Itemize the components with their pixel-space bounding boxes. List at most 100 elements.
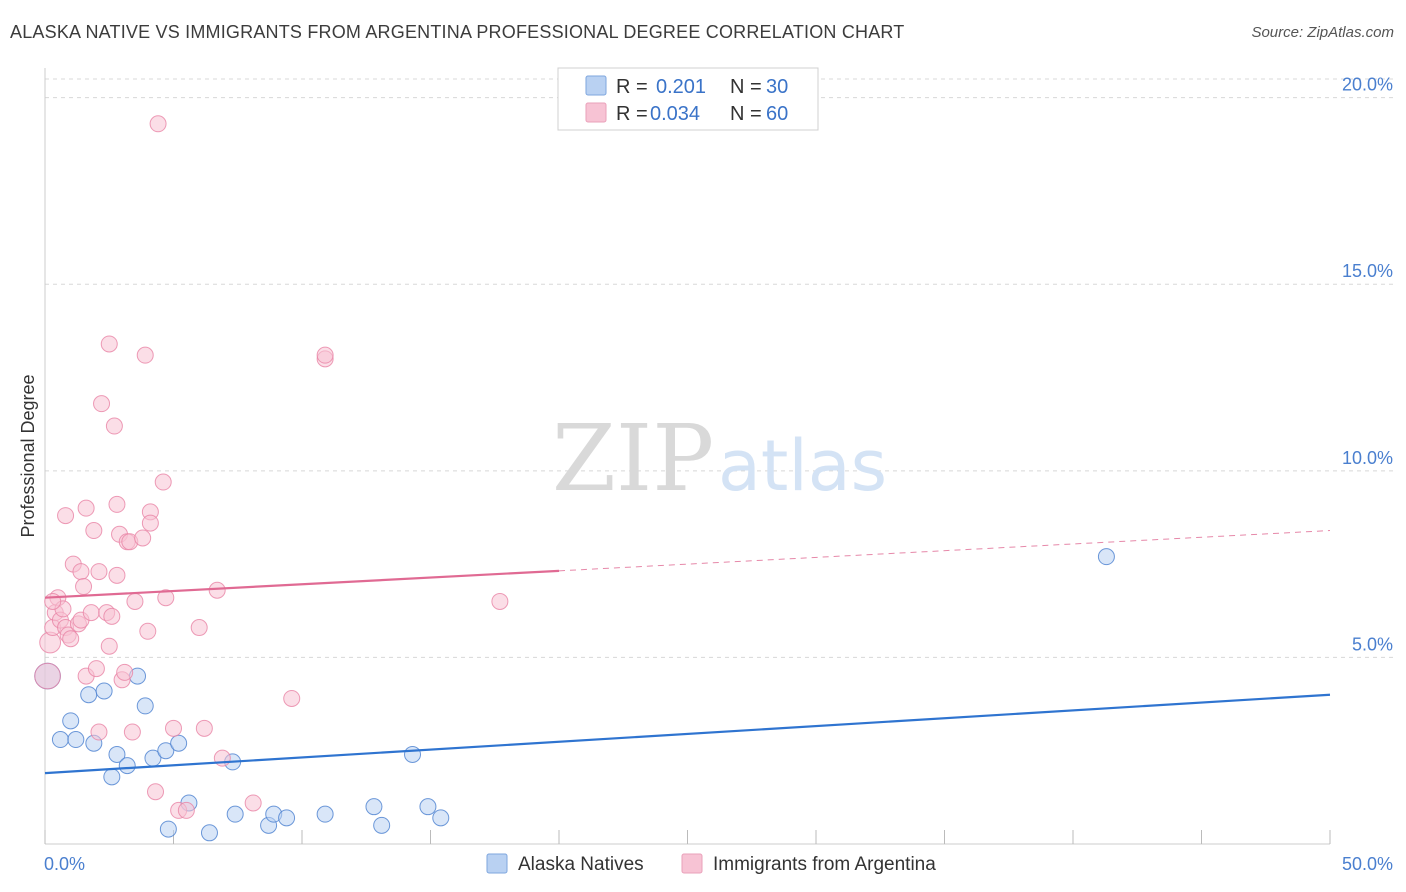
argentina-point	[75, 578, 93, 596]
argentina-point	[85, 522, 103, 540]
watermark: ZIP atlas	[552, 405, 887, 512]
legend-swatch-pink	[585, 102, 607, 123]
y-axis-title: Professional Degree	[18, 374, 38, 537]
alaska-native-point	[157, 742, 175, 760]
legend-r-value-pink: 0.034	[650, 103, 700, 125]
alaska-native-point	[80, 686, 98, 704]
argentina-point	[108, 566, 126, 584]
argentina-point	[100, 637, 118, 655]
argentina-point	[105, 417, 123, 435]
alaska-native-point	[108, 745, 126, 763]
alaska-native-point	[51, 731, 69, 749]
alaska-native-point	[118, 757, 136, 775]
y-tick-label: 5.0%	[1352, 634, 1393, 654]
alaska-native-point	[419, 798, 437, 816]
argentina-point	[177, 801, 195, 819]
alaska-native-point	[278, 809, 296, 827]
alaska-native-point	[136, 697, 154, 715]
argentina-point	[77, 499, 95, 517]
alaska-native-point	[432, 809, 450, 827]
argentina-trendline-extension	[558, 530, 1331, 572]
grid-layer	[45, 78, 1395, 658]
argentina-point	[116, 663, 134, 681]
argentina-point	[123, 723, 141, 741]
axis-layer	[44, 68, 1331, 845]
argentina-point	[157, 589, 175, 607]
argentina-point	[72, 563, 90, 581]
series-legend-swatch-alaska	[486, 853, 508, 874]
alaska-native-point	[170, 734, 188, 752]
argentina-point	[141, 514, 159, 532]
argentina-point	[149, 115, 167, 133]
argentina-point	[244, 794, 262, 812]
alaska-native-point	[1097, 548, 1115, 566]
argentina-trendline	[44, 569, 560, 599]
argentina-point	[165, 719, 182, 737]
argentina-point	[90, 723, 108, 741]
y-tick-label: 10.0%	[1342, 448, 1393, 468]
argentina-point	[82, 604, 100, 622]
argentina-point	[44, 592, 62, 610]
chart-title: ALASKA NATIVE VS IMMIGRANTS FROM ARGENTI…	[10, 22, 905, 42]
argentina-point	[316, 346, 334, 364]
trend-layer	[44, 530, 1331, 775]
legend-r-value-blue: 0.201	[656, 76, 706, 98]
alaska-native-point	[62, 712, 80, 730]
legend-r-label-blue: R =	[616, 76, 648, 98]
argentina-point	[103, 607, 121, 625]
legend-n-label-pink: N =	[730, 103, 762, 125]
legend-swatch-blue	[585, 75, 607, 96]
alaska-native-trendline	[44, 693, 1331, 775]
legend-n-value-blue: 30	[766, 76, 788, 98]
alaska-native-point	[365, 798, 383, 816]
alaska-native-point	[159, 820, 177, 838]
tick-label-layer: 5.0% 10.0% 15.0% 20.0% 0.0% 50.0%	[44, 75, 1393, 874]
series-legend-label-alaska: Alaska Natives	[518, 854, 644, 875]
argentina-point	[136, 346, 154, 364]
argentina-point	[139, 622, 157, 640]
alaska-native-point	[103, 768, 121, 786]
argentina-point	[100, 335, 118, 353]
alaska-native-point	[316, 805, 334, 823]
argentina-point	[190, 619, 208, 637]
argentina-point	[34, 662, 61, 690]
x-tick-label: 0.0%	[44, 854, 85, 874]
argentina-point	[87, 660, 105, 678]
argentina-point	[134, 529, 152, 547]
series-legend-label-argentina: Immigrants from Argentina	[713, 854, 936, 875]
argentina-point	[93, 395, 111, 413]
argentina-point	[108, 495, 126, 513]
argentina-point	[195, 719, 213, 737]
argentina-point	[90, 563, 108, 581]
alaska-native-point	[226, 805, 244, 823]
alaska-native-point	[67, 731, 85, 749]
alaska-native-point	[200, 824, 218, 842]
argentina-point	[491, 592, 509, 610]
legend-n-value-pink: 60	[766, 103, 788, 125]
argentina-point	[154, 473, 172, 491]
argentina-point	[147, 783, 165, 801]
argentina-point	[57, 507, 75, 525]
argentina-point	[208, 581, 226, 599]
series-legend-swatch-argentina	[681, 853, 703, 874]
legend-r-label-pink: R =	[616, 103, 648, 125]
chart-source: Source: ZipAtlas.com	[1251, 24, 1394, 41]
series-legend: Alaska Natives Immigrants from Argentina	[486, 853, 936, 875]
y-tick-label: 20.0%	[1342, 75, 1393, 95]
legend-n-label-blue: N =	[730, 76, 762, 98]
alaska-native-point	[95, 682, 113, 700]
argentina-point	[62, 630, 80, 648]
watermark-atlas: atlas	[718, 425, 887, 507]
y-tick-label: 15.0%	[1342, 261, 1393, 281]
alaska-native-point	[373, 816, 391, 834]
watermark-zip: ZIP	[552, 405, 714, 512]
correlation-legend: R = 0.201 N = 30 R = 0.034 N = 60	[557, 67, 819, 131]
argentina-point	[126, 592, 144, 610]
argentina-point	[283, 689, 301, 707]
point-layer	[34, 115, 1115, 842]
x-tick-label: 50.0%	[1342, 854, 1393, 874]
alaska-native-point	[404, 745, 422, 763]
argentina-point	[213, 749, 231, 767]
